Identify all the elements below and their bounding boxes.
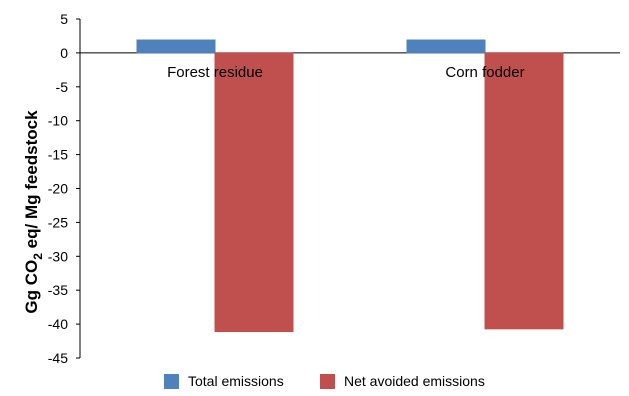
bar-total-emissions-forest-residue bbox=[136, 39, 216, 54]
bar-net-avoided-emissions-corn-fodder bbox=[484, 52, 564, 330]
category-label: Forest residue bbox=[167, 64, 263, 81]
y-tick-label: -10 bbox=[48, 113, 68, 129]
y-tick-label: -15 bbox=[48, 147, 68, 163]
legend-swatch bbox=[320, 374, 335, 389]
y-tick-label: 0 bbox=[60, 45, 68, 61]
bar-total-emissions-corn-fodder bbox=[406, 39, 486, 54]
y-tick-label: -30 bbox=[48, 248, 68, 264]
y-tick-label: -40 bbox=[48, 316, 68, 332]
y-tick-label: -25 bbox=[48, 214, 68, 230]
y-tick-label: -35 bbox=[48, 282, 68, 298]
y-axis-label-main: Gg CO bbox=[22, 260, 41, 314]
legend-swatch bbox=[164, 374, 179, 389]
y-tick-label: -20 bbox=[48, 181, 68, 197]
legend-label: Total emissions bbox=[188, 373, 284, 389]
legend: Total emissions Net avoided emissions bbox=[164, 373, 485, 389]
y-axis-label-subscript: 2 bbox=[31, 253, 45, 260]
legend-label: Net avoided emissions bbox=[344, 373, 485, 389]
plot-area: 5 0 -5 -10 -15 -20 -25 -30 -35 -40 -45 Forest resid… bbox=[48, 11, 620, 366]
bar-net-avoided-emissions-forest-residue bbox=[214, 52, 294, 333]
category-label: Corn fodder bbox=[445, 64, 524, 81]
y-tick-label: -5 bbox=[56, 79, 69, 95]
y-axis-label-rest: eq/ Mg feedstock bbox=[22, 110, 41, 253]
y-axis-label: Gg CO2 eq/ Mg feedstock bbox=[22, 110, 45, 314]
y-tick-label: 5 bbox=[60, 11, 68, 27]
y-tick-label: -45 bbox=[48, 350, 68, 366]
